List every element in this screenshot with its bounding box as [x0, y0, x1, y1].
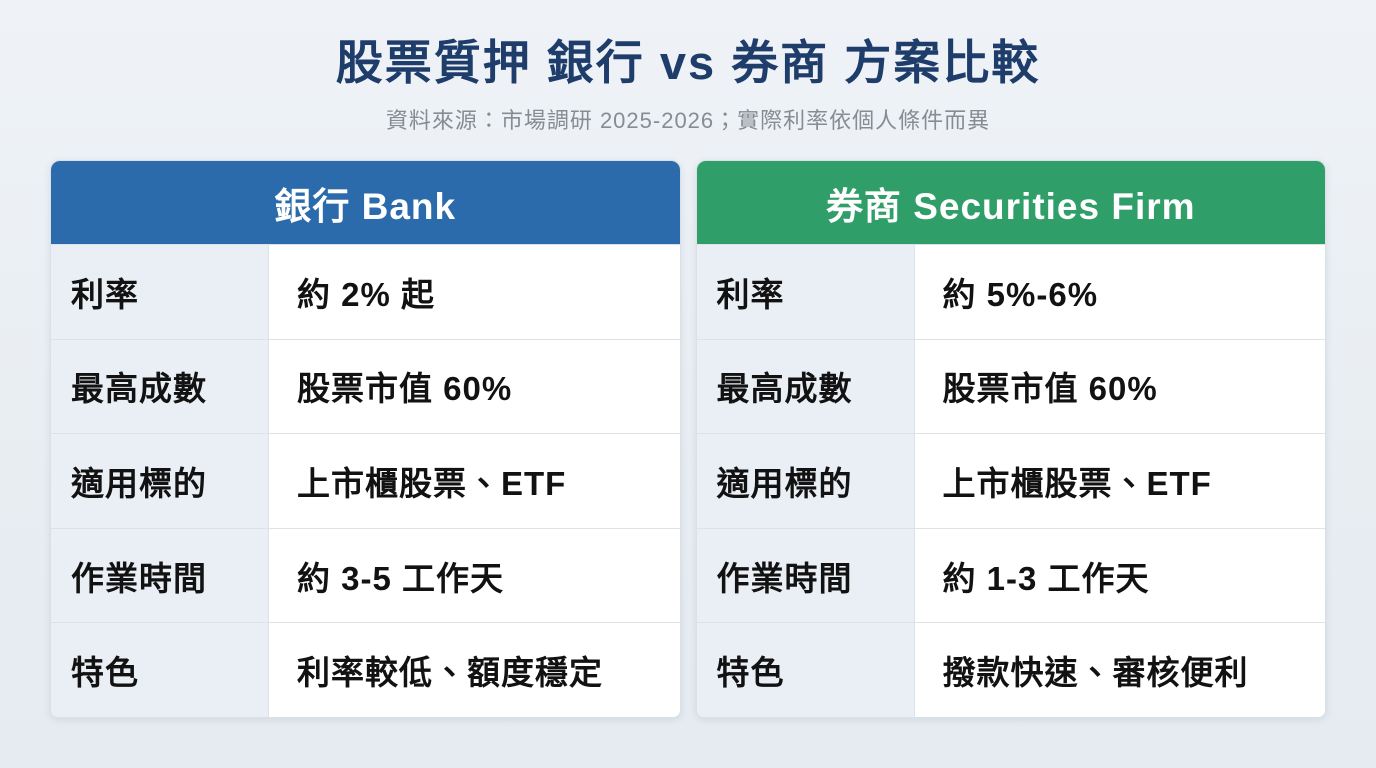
comparison-infographic: 股票質押 銀行 vs 券商 方案比較 資料來源：市場調研 2025-2026；實…: [50, 36, 1326, 719]
table-row: 利率 約 2% 起: [51, 244, 680, 339]
securities-processing-time-value: 約 1-3 工作天: [914, 528, 1325, 623]
table-row: 作業時間 約 3-5 工作天: [51, 527, 680, 623]
securities-max-ratio-value: 股票市值 60%: [914, 339, 1325, 434]
bank-table: 銀行 Bank 利率 約 2% 起 最高成數 股票市值 60% 適用標的 上市櫃…: [50, 160, 681, 719]
table-row: 作業時間 約 1-3 工作天: [696, 527, 1325, 623]
bank-max-ratio-value: 股票市值 60%: [269, 339, 680, 434]
bank-eligible-assets-value: 上市櫃股票、ETF: [269, 434, 680, 528]
row-label-interest-rate: 利率: [51, 245, 269, 339]
bank-table-header: 銀行 Bank: [51, 161, 680, 245]
comparison-tables: 銀行 Bank 利率 約 2% 起 最高成數 股票市值 60% 適用標的 上市櫃…: [50, 160, 1326, 719]
row-label-eligible-assets: 適用標的: [51, 434, 269, 528]
table-row: 特色 撥款快速、審核便利: [696, 622, 1325, 718]
securities-table: 券商 Securities Firm 利率 約 5%-6% 最高成數 股票市值 …: [695, 160, 1326, 719]
row-label-max-ratio: 最高成數: [696, 339, 915, 434]
bank-processing-time-value: 約 3-5 工作天: [269, 528, 680, 623]
securities-table-header: 券商 Securities Firm: [696, 161, 1325, 245]
table-row: 最高成數 股票市值 60%: [696, 338, 1325, 434]
row-label-eligible-assets: 適用標的: [696, 434, 915, 528]
bank-features-value: 利率較低、額度穩定: [269, 623, 680, 718]
row-label-features: 特色: [696, 623, 915, 718]
table-row: 特色 利率較低、額度穩定: [51, 622, 680, 718]
row-label-processing-time: 作業時間: [696, 528, 915, 623]
securities-features-value: 撥款快速、審核便利: [914, 623, 1325, 718]
row-label-processing-time: 作業時間: [51, 528, 269, 623]
securities-eligible-assets-value: 上市櫃股票、ETF: [914, 434, 1325, 528]
table-row: 適用標的 上市櫃股票、ETF: [696, 433, 1325, 528]
table-row: 利率 約 5%-6%: [696, 244, 1325, 339]
row-label-features: 特色: [51, 623, 269, 718]
securities-interest-rate-value: 約 5%-6%: [914, 245, 1325, 339]
bank-interest-rate-value: 約 2% 起: [269, 245, 680, 339]
row-label-max-ratio: 最高成數: [51, 339, 269, 434]
page-title: 股票質押 銀行 vs 券商 方案比較: [335, 36, 1041, 89]
data-source-note: 資料來源：市場調研 2025-2026；實際利率依個人條件而異: [385, 108, 991, 134]
table-row: 最高成數 股票市值 60%: [51, 338, 680, 434]
table-row: 適用標的 上市櫃股票、ETF: [51, 433, 680, 528]
row-label-interest-rate: 利率: [696, 245, 915, 339]
